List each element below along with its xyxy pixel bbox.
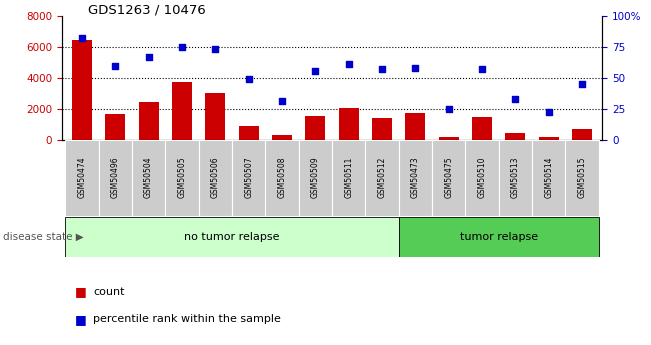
Bar bbox=[499, 140, 532, 216]
Bar bbox=[432, 140, 465, 216]
Bar bbox=[566, 140, 599, 216]
Point bbox=[377, 66, 387, 72]
Bar bbox=[532, 140, 566, 216]
Bar bbox=[465, 140, 499, 216]
Point bbox=[344, 61, 354, 67]
Bar bbox=[398, 140, 432, 216]
Text: GSM50496: GSM50496 bbox=[111, 157, 120, 198]
Text: GSM50506: GSM50506 bbox=[211, 157, 220, 198]
Text: GSM50513: GSM50513 bbox=[511, 157, 520, 198]
Point bbox=[176, 44, 187, 49]
Point bbox=[143, 54, 154, 59]
Bar bbox=[439, 137, 459, 140]
Text: ■: ■ bbox=[75, 313, 87, 326]
Text: count: count bbox=[93, 287, 124, 296]
Text: GDS1263 / 10476: GDS1263 / 10476 bbox=[88, 3, 206, 17]
Bar bbox=[205, 93, 225, 140]
Bar bbox=[266, 140, 299, 216]
Text: GSM50514: GSM50514 bbox=[544, 157, 553, 198]
Bar bbox=[539, 137, 559, 140]
Bar bbox=[65, 217, 398, 257]
Bar bbox=[572, 129, 592, 140]
Point bbox=[210, 46, 221, 52]
Bar bbox=[139, 102, 159, 140]
Text: GSM50510: GSM50510 bbox=[478, 157, 486, 198]
Bar bbox=[65, 140, 98, 216]
Bar bbox=[132, 140, 165, 216]
Text: GSM50473: GSM50473 bbox=[411, 157, 420, 198]
Text: GSM50512: GSM50512 bbox=[378, 157, 387, 198]
Bar bbox=[72, 40, 92, 140]
Bar bbox=[299, 140, 332, 216]
Text: GSM50475: GSM50475 bbox=[444, 157, 453, 198]
Bar bbox=[105, 114, 125, 140]
Text: tumor relapse: tumor relapse bbox=[460, 232, 538, 242]
Text: disease state ▶: disease state ▶ bbox=[3, 232, 84, 242]
Text: GSM50515: GSM50515 bbox=[577, 157, 587, 198]
Text: GSM50505: GSM50505 bbox=[178, 157, 186, 198]
Bar bbox=[505, 133, 525, 140]
Text: GSM50474: GSM50474 bbox=[77, 157, 87, 198]
Bar bbox=[165, 140, 199, 216]
Point bbox=[544, 110, 554, 115]
Point bbox=[110, 64, 120, 69]
Bar bbox=[239, 126, 258, 140]
Text: GSM50511: GSM50511 bbox=[344, 157, 353, 198]
Point bbox=[77, 35, 87, 41]
Bar bbox=[398, 217, 599, 257]
Bar bbox=[305, 117, 326, 140]
Text: GSM50507: GSM50507 bbox=[244, 157, 253, 198]
Point bbox=[443, 106, 454, 111]
Bar bbox=[199, 140, 232, 216]
Bar bbox=[365, 140, 398, 216]
Bar bbox=[332, 140, 365, 216]
Text: GSM50509: GSM50509 bbox=[311, 157, 320, 198]
Bar bbox=[232, 140, 266, 216]
Text: GSM50504: GSM50504 bbox=[144, 157, 153, 198]
Bar bbox=[339, 108, 359, 140]
Point bbox=[410, 65, 421, 70]
Text: no tumor relapse: no tumor relapse bbox=[184, 232, 280, 242]
Bar bbox=[272, 135, 292, 140]
Point bbox=[243, 76, 254, 82]
Bar bbox=[98, 140, 132, 216]
Point bbox=[277, 98, 287, 104]
Point bbox=[310, 69, 320, 74]
Bar bbox=[472, 117, 492, 140]
Bar bbox=[172, 82, 192, 140]
Text: GSM50508: GSM50508 bbox=[277, 157, 286, 198]
Text: ■: ■ bbox=[75, 285, 87, 298]
Text: percentile rank within the sample: percentile rank within the sample bbox=[93, 314, 281, 324]
Point bbox=[477, 66, 488, 72]
Bar bbox=[372, 118, 392, 140]
Point bbox=[510, 96, 521, 101]
Point bbox=[577, 81, 587, 87]
Bar bbox=[406, 112, 425, 140]
